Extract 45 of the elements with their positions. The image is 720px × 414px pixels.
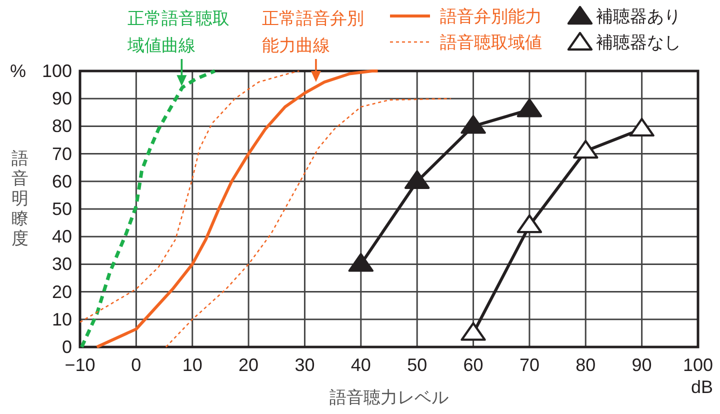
y-axis-title: 語音明瞭度 [12,149,28,248]
line-series [95,70,380,348]
x-tick-label: 90 [632,355,652,375]
text: dB [690,377,714,397]
x-tick-label: 10 [182,355,202,375]
legend-label: 補聴器あり [596,7,681,26]
x-tick-label: 70 [519,355,540,375]
y-tick-label: 100 [42,61,72,81]
x-tick-label: 30 [294,355,315,375]
y-tick-label: 0 [62,337,72,357]
y-tick-label: 80 [52,116,72,136]
point [404,170,430,189]
legend-label: 語音聴取域値 [440,33,542,52]
point [629,118,654,137]
x-tick-label: 20 [238,355,259,375]
y-tick-label: 20 [52,282,72,302]
text: % [10,61,26,81]
y-tick-label: 40 [52,226,72,247]
y-tick-label: 10 [52,309,72,330]
annotation: 正常語音聴取域値曲線 [126,9,230,55]
y-tick-label: 30 [52,254,72,274]
point [460,115,486,134]
y-tick-label: 70 [52,144,72,164]
point [573,140,598,159]
legend-label: 補聴器なし [596,33,681,52]
point [516,214,542,234]
x-tick-label: 100 [682,355,714,375]
annotation: 正常語音弁別能力曲線 [262,9,364,55]
legend-label: 語音弁別能力 [440,7,542,26]
x-tick-label: 40 [350,355,371,375]
point [516,98,542,118]
y-tick-label: 90 [52,88,72,109]
x-tick-label: 50 [407,355,428,375]
line-series [79,70,300,323]
point [348,253,374,272]
y-tick-label: 60 [52,171,72,192]
x-axis-title: 語音聴力レベル [330,388,448,407]
x-tick-label: 60 [463,355,484,375]
x-tick-label: 80 [576,355,596,375]
x-tick-label: 0 [131,355,142,375]
y-tick-label: 50 [52,199,72,219]
x-tick-label: −10 [64,355,96,375]
point [460,322,486,341]
line-series [165,98,452,348]
line-series [80,69,217,349]
